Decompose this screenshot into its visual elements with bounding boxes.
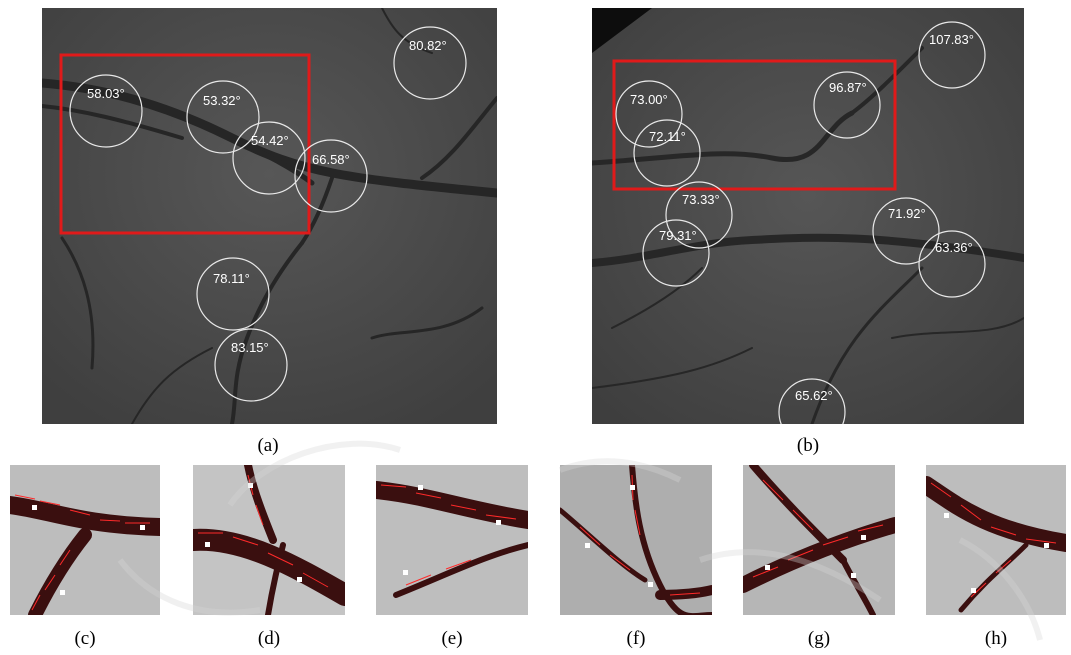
blood-vessels	[42, 8, 497, 424]
angle-label: 73.00°	[630, 92, 668, 107]
blood-vessels	[592, 46, 1024, 424]
image-corner	[592, 8, 652, 53]
patch-c	[10, 465, 160, 615]
angle-label: 83.15°	[231, 340, 269, 355]
angle-label: 79.31°	[659, 228, 697, 243]
angle-label: 80.82°	[409, 38, 447, 53]
patch-g	[743, 465, 895, 615]
angle-label: 63.36°	[935, 240, 973, 255]
angle-label: 72.11°	[649, 129, 686, 144]
orientation-marks	[930, 482, 1057, 598]
caption-h: (h)	[984, 628, 1008, 649]
patch-f	[560, 465, 712, 615]
angle-label: 66.58°	[312, 152, 350, 167]
caption-g: (g)	[807, 628, 831, 649]
roi-box	[59, 53, 311, 235]
caption-a: (a)	[257, 435, 279, 456]
measurement-circles	[615, 21, 986, 424]
orientation-marks	[752, 479, 884, 578]
measurement-circles	[69, 26, 467, 402]
caption-f: (f)	[626, 628, 646, 649]
angle-label: 78.11°	[213, 271, 250, 286]
patch-e	[376, 465, 528, 615]
angle-label: 65.62°	[795, 388, 833, 403]
angle-label: 53.32°	[203, 93, 241, 108]
fundus-image-b: 73.00° 72.11° 96.87° 107.83° 73.33° 79.3…	[592, 8, 1024, 424]
caption-b: (b)	[796, 435, 820, 456]
orientation-marks	[14, 494, 150, 611]
angle-label: 54.42°	[251, 133, 289, 148]
patch-h	[926, 465, 1066, 615]
angle-label: 96.87°	[829, 80, 867, 95]
caption-d: (d)	[257, 628, 281, 649]
caption-c: (c)	[74, 628, 96, 649]
angle-label: 58.03°	[87, 86, 125, 101]
orientation-marks	[380, 484, 517, 586]
angle-label: 107.83°	[929, 32, 974, 47]
angle-label: 71.92°	[888, 206, 926, 221]
angle-label: 73.33°	[682, 192, 720, 207]
roi-box	[612, 59, 897, 191]
fundus-image-a: 58.03° 53.32° 54.42° 66.58° 80.82° 78.11…	[42, 8, 497, 424]
caption-e: (e)	[441, 628, 463, 649]
patch-d	[193, 465, 345, 615]
